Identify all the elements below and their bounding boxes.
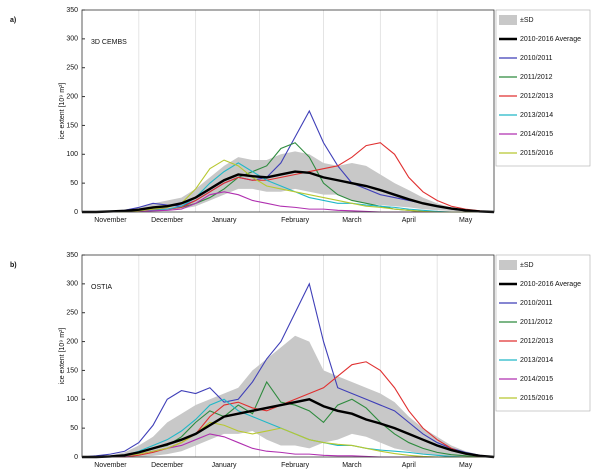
legend-label: 2014/2015: [520, 131, 553, 138]
y-tick-label: 0: [74, 209, 78, 216]
x-tick-label: April: [402, 462, 416, 469]
panel-label: b): [10, 262, 17, 269]
x-tick-label: November: [94, 217, 127, 224]
legend-box: [495, 254, 591, 412]
chart-title: OSTIA: [91, 284, 112, 291]
legend-label: 2010-2016 Average: [520, 36, 581, 43]
legend-label: 2015/2016: [520, 150, 553, 157]
legend-label: ±SD: [520, 262, 534, 269]
y-tick-label: 350: [66, 7, 78, 14]
y-tick-label: 350: [66, 252, 78, 259]
x-tick-label: December: [151, 217, 184, 224]
series-line: [82, 170, 495, 214]
legend-label: 2011/2012: [520, 319, 553, 326]
y-axis-label: ice extent [10⁹ m²]: [59, 328, 66, 385]
legend-label: 2012/2013: [520, 338, 553, 345]
x-tick-label: December: [151, 462, 184, 469]
panel: 0 50 100 150 200 250 300 350 November December Jan…: [10, 252, 591, 469]
legend-label: 2010/2011: [520, 300, 553, 307]
series-line: [82, 361, 495, 458]
legend-label: 2014/2015: [520, 376, 553, 383]
y-tick-label: 50: [70, 180, 78, 187]
series-line: [82, 159, 494, 213]
y-tick-label: 300: [66, 281, 78, 288]
x-tick-label: March: [342, 462, 362, 469]
x-tick-label: January: [212, 217, 237, 224]
y-tick-label: 150: [66, 367, 78, 374]
y-tick-label: 50: [70, 425, 78, 432]
y-tick-label: 300: [66, 36, 78, 43]
x-tick-label: April: [402, 217, 416, 224]
legend-label: 2010/2011: [520, 55, 553, 62]
legend-label: 2013/2014: [520, 357, 553, 364]
legend-swatch: [499, 15, 517, 25]
panel-label: a): [10, 17, 16, 24]
legend-box: [495, 9, 591, 167]
y-tick-label: 250: [66, 65, 78, 72]
legend-label: 2015/2016: [520, 395, 553, 402]
legend-label: 2010-2016 Average: [520, 281, 581, 288]
y-tick-label: 150: [66, 122, 78, 129]
x-tick-label: May: [459, 462, 473, 469]
series-line: [82, 398, 495, 459]
y-tick-label: 0: [74, 454, 78, 461]
legend-label: 2013/2014: [520, 112, 553, 119]
x-tick-label: May: [459, 217, 473, 224]
legend-swatch: [499, 260, 517, 270]
y-tick-label: 100: [66, 151, 78, 158]
series-line: [82, 421, 494, 458]
series-line: [81, 282, 495, 458]
x-tick-label: March: [342, 217, 362, 224]
chart-title: 3D CEMBS: [91, 39, 127, 46]
plot-border: [81, 9, 495, 213]
x-tick-label: February: [281, 217, 310, 224]
panel: 0 50 100 150 200 250 300 350 November December Jan…: [10, 7, 591, 224]
x-tick-label: January: [212, 462, 237, 469]
x-tick-label: February: [281, 462, 310, 469]
y-tick-label: 250: [66, 310, 78, 317]
y-tick-label: 200: [66, 338, 78, 345]
y-axis-label: ice extent [10⁹ m²]: [59, 83, 66, 140]
y-tick-label: 200: [66, 93, 78, 100]
legend-label: 2012/2013: [520, 93, 553, 100]
legend-label: ±SD: [520, 17, 534, 24]
plot-border: [81, 254, 495, 458]
y-tick-label: 100: [66, 396, 78, 403]
x-tick-label: November: [94, 462, 127, 469]
legend-label: 2011/2012: [520, 74, 553, 81]
